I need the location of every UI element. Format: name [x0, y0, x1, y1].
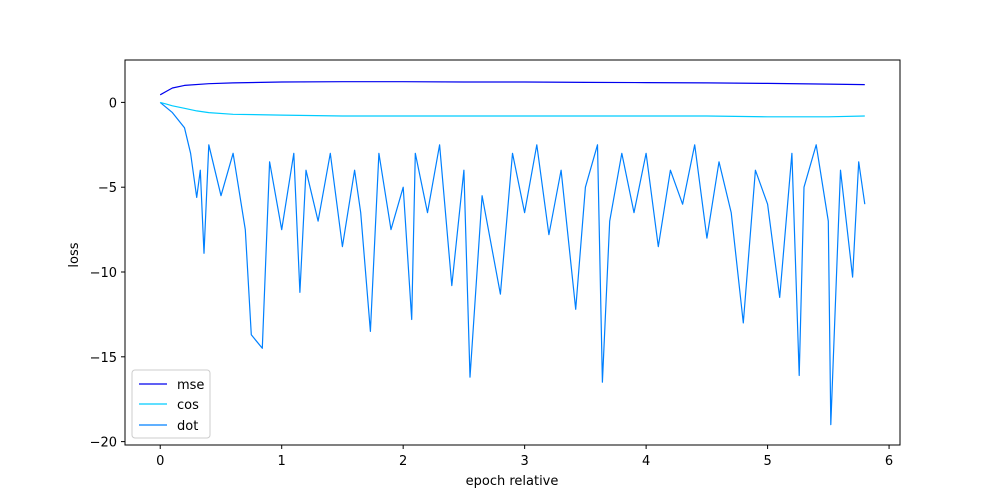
series-line-cos: [160, 101, 865, 118]
series-line-dot: [159, 101, 866, 426]
plot-frame: [124, 59, 901, 446]
x-tick-label: 1: [278, 454, 286, 469]
x-tick-label: 2: [399, 454, 407, 469]
x-axis-label: epoch relative: [466, 474, 559, 489]
axes-layer: 0 1 2 3 4 5 6 0 −5 −10 −15 −20: [90, 59, 901, 469]
legend-label-dot: dot: [177, 419, 198, 434]
series-line-mse: [159, 81, 865, 96]
x-tick-label: 6: [885, 454, 893, 469]
x-tick-label: 0: [156, 454, 164, 469]
y-axis-label: loss: [67, 242, 82, 267]
legend-frame: [131, 369, 211, 439]
legend-label-mse: mse: [177, 378, 204, 393]
x-tick-label: 4: [642, 454, 650, 469]
y-tick-label: −20: [90, 436, 117, 451]
y-tick-label: −10: [90, 266, 117, 281]
legend: mse cos dot: [131, 369, 211, 439]
legend-label-cos: cos: [177, 398, 199, 413]
y-tick-label: −15: [90, 351, 117, 366]
y-tick-label: 0: [109, 96, 117, 111]
y-tick-label: −5: [98, 181, 117, 196]
x-tick-label: 5: [763, 454, 771, 469]
series-layer: [159, 81, 866, 426]
x-tick-label: 3: [521, 454, 529, 469]
